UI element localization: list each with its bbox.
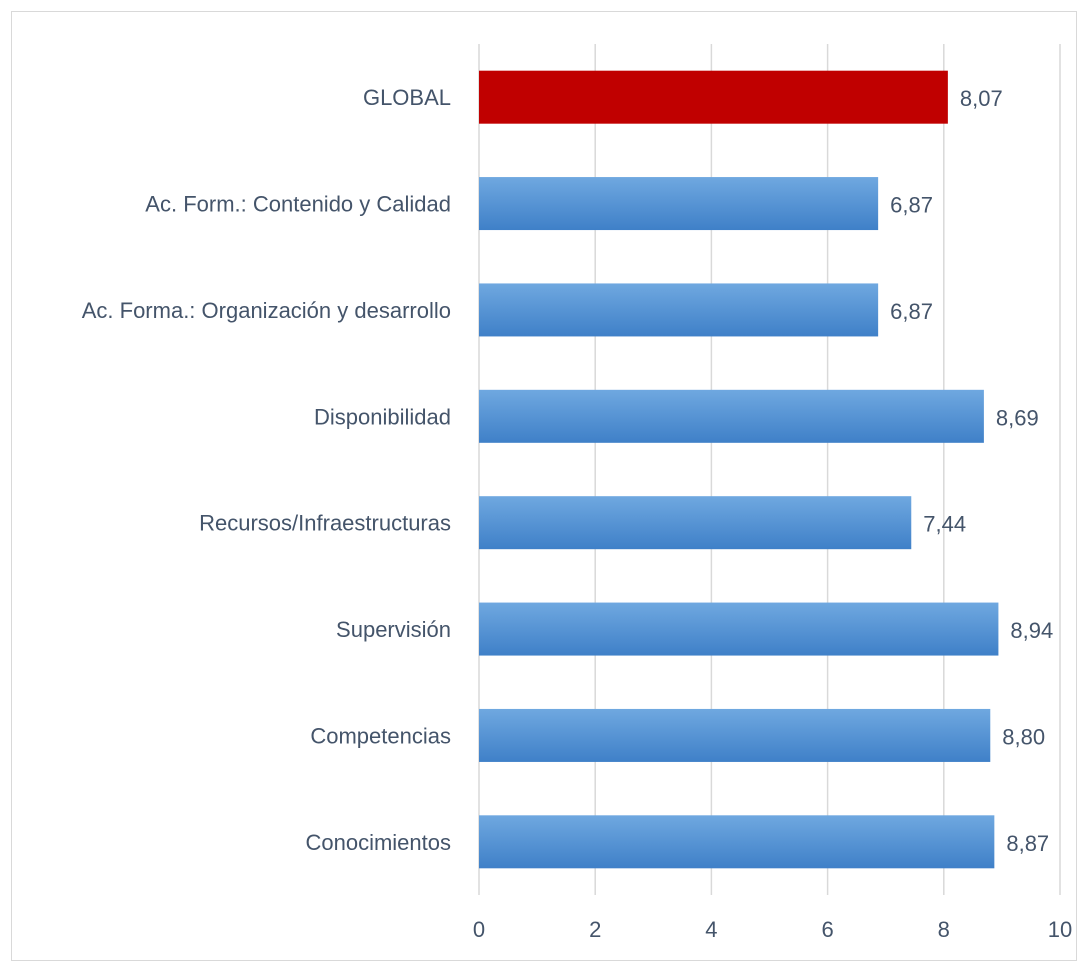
gridlines: [478, 44, 1061, 895]
data-label-5: 8,94: [1010, 618, 1053, 643]
data-label-3: 8,69: [996, 405, 1039, 430]
x-tick-label-8: 8: [938, 917, 950, 942]
labels: 0 2 4 6 8 10 GLOBAL 8,07 Ac. Form.: Contenido y …: [82, 85, 1073, 942]
category-label-7: Conocimientos: [305, 830, 451, 855]
bar-0: [479, 70, 948, 124]
category-label-5: Supervisión: [336, 617, 451, 642]
bar-4: [479, 496, 912, 550]
data-label-7: 8,87: [1006, 831, 1049, 856]
bar-6: [479, 708, 991, 762]
category-label-6: Competencias: [310, 723, 451, 748]
category-label-1: Ac. Form.: Contenido y Calidad: [145, 192, 451, 217]
category-label-2: Ac. Forma.: Organización y desarrollo: [82, 298, 451, 323]
data-label-0: 8,07: [960, 86, 1003, 111]
x-tick-label-4: 4: [705, 917, 717, 942]
data-label-4: 7,44: [923, 512, 966, 537]
category-label-0: GLOBAL: [363, 85, 451, 110]
data-label-2: 6,87: [890, 299, 933, 324]
x-tick-label-6: 6: [821, 917, 833, 942]
x-tick-label-2: 2: [589, 917, 601, 942]
x-tick-label-10: 10: [1048, 917, 1072, 942]
bar-1: [479, 177, 879, 231]
category-label-4: Recursos/Infraestructuras: [199, 511, 451, 536]
bars: [479, 70, 999, 869]
bar-5: [479, 602, 999, 656]
data-label-6: 8,80: [1002, 724, 1045, 749]
bar-7: [479, 815, 995, 869]
data-label-1: 6,87: [890, 193, 933, 218]
x-tick-label-0: 0: [473, 917, 485, 942]
bar-3: [479, 389, 984, 443]
chart-frame: [11, 11, 1077, 961]
bar-2: [479, 283, 879, 337]
category-label-3: Disponibilidad: [314, 404, 451, 429]
